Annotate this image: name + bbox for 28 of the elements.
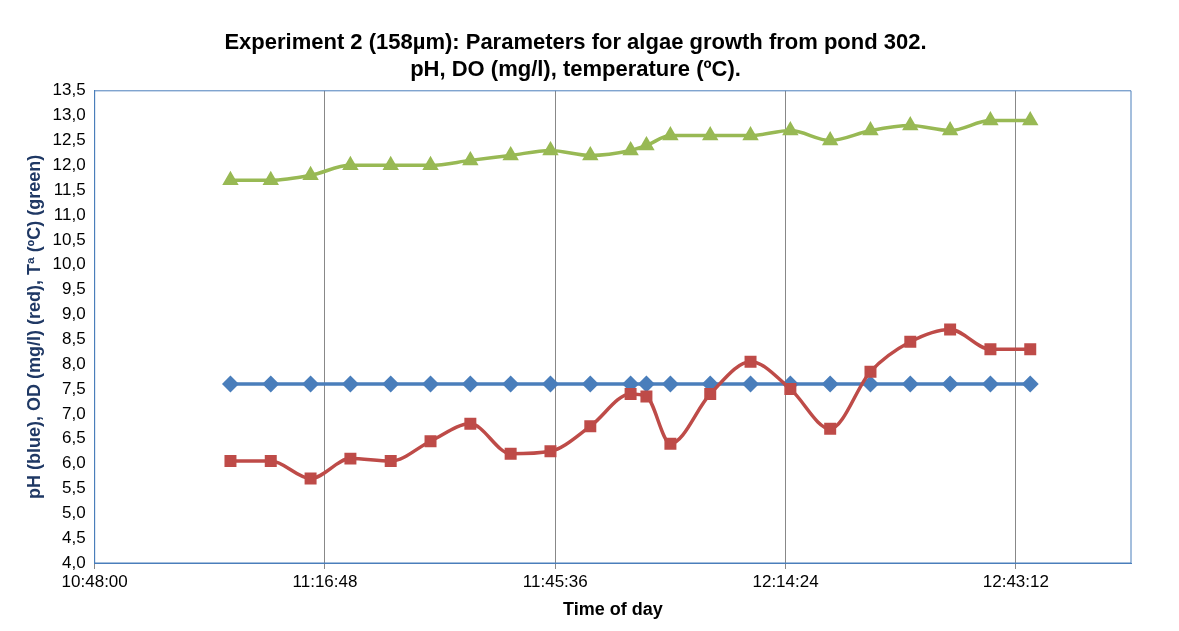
y-tick-label: 10,0 (52, 254, 86, 274)
chart-title: Experiment 2 (158µm): Parameters for algae growth from pond 302. pH, DO (mg/l), temperature (ºC). (224, 29, 927, 81)
y-tick-label: 4,0 (62, 552, 86, 572)
y-tick-label: 7,0 (62, 403, 86, 423)
y-tick-label: 10,5 (52, 229, 86, 249)
y-tick-label: 9,0 (62, 304, 86, 324)
y-axis-title: pH (blue), OD (mg/l) (red), Tª (ºC) (green) (23, 154, 44, 500)
y-tick-label: 5,5 (62, 478, 86, 498)
x-tick-label: 11:45:36 (522, 571, 588, 591)
y-tick-label: 12,0 (52, 155, 86, 175)
y-tick-label: 6,5 (62, 428, 86, 448)
x-tick-label: 10:48:00 (61, 571, 128, 591)
y-tick-label: 8,5 (62, 329, 86, 349)
x-tick-label: 11:16:48 (292, 571, 358, 591)
y-tick-label: 13,0 (52, 105, 86, 125)
y-tick-label: 4,5 (62, 527, 86, 547)
y-tick-label: 12,5 (52, 130, 86, 150)
x-tick-label: 12:14:24 (752, 571, 819, 591)
y-tick-label: 5,0 (62, 502, 86, 522)
y-tick-label: 11,0 (53, 204, 86, 224)
x-axis-title: Time of day (562, 599, 663, 620)
y-tick-label: 8,0 (62, 353, 86, 373)
y-tick-label: 6,0 (62, 453, 86, 473)
y-tick-label: 9,5 (62, 279, 86, 299)
y-tick-label: 11,5 (53, 179, 86, 199)
x-tick-label: 12:43:12 (982, 571, 1049, 591)
y-tick-label: 13,5 (52, 80, 86, 100)
y-tick-label: 7,5 (62, 378, 86, 398)
